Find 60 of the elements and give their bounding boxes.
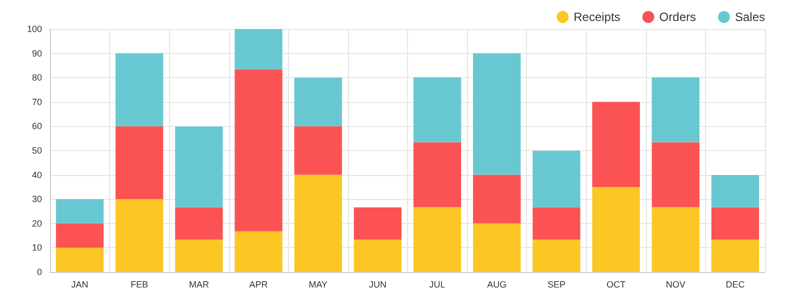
bar: [652, 77, 700, 142]
bar: [294, 174, 342, 272]
bar: [532, 150, 580, 208]
y-tick-label: 90: [32, 48, 42, 58]
bar: [116, 53, 164, 126]
bar: [413, 207, 462, 272]
x-tick-label: AUG: [487, 280, 507, 290]
bar: [473, 174, 521, 224]
x-tick-label: APR: [249, 280, 268, 290]
bar: [234, 69, 282, 232]
bar: [652, 142, 700, 208]
y-tick-label: 100: [26, 24, 42, 34]
x-tick-label: MAY: [308, 280, 328, 290]
bar: [413, 142, 462, 208]
bar: [413, 77, 462, 142]
legend-label: Receipts: [574, 10, 620, 24]
bar: [175, 240, 223, 272]
legend-label: Orders: [659, 10, 696, 24]
x-tick-label: NOV: [666, 280, 686, 290]
bar: [532, 207, 580, 240]
bar: [354, 240, 402, 272]
bar: [56, 248, 104, 272]
y-tick-label: 50: [32, 146, 42, 156]
y-tick-label: 30: [32, 194, 42, 204]
x-tick-label: FEB: [130, 280, 148, 290]
bar: [175, 207, 223, 240]
y-tick-label: 80: [32, 72, 42, 83]
bar: [354, 207, 402, 240]
bar: [294, 78, 342, 126]
bar: [711, 240, 760, 272]
x-tick-label: SEP: [547, 280, 566, 290]
bar: [532, 240, 580, 272]
x-tick-label: MAR: [188, 280, 210, 290]
legend-label: Sales: [734, 10, 766, 24]
bar: [175, 126, 223, 208]
x-tick-label: DEC: [726, 280, 746, 290]
bar: [116, 126, 164, 200]
y-tick-label: 70: [32, 96, 42, 107]
bar: [473, 53, 521, 175]
bar: [116, 199, 164, 272]
y-tick-label: 0: [36, 267, 42, 277]
x-tick-label: OCT: [606, 280, 626, 290]
bar: [234, 231, 282, 272]
bar: [711, 207, 760, 240]
bar: [592, 102, 640, 187]
y-tick-label: 60: [32, 121, 42, 132]
y-tick-label: 10: [32, 242, 42, 253]
bar: [592, 186, 640, 272]
bar: [652, 207, 700, 272]
y-tick-label: 40: [32, 170, 42, 180]
bar: [56, 199, 104, 224]
bar: [294, 126, 342, 175]
x-tick-label: JUN: [368, 280, 386, 290]
bar: [711, 175, 760, 208]
x-tick-label: JAN: [71, 280, 88, 290]
bar: [56, 223, 104, 248]
bar: [234, 29, 282, 70]
bar: [473, 223, 521, 272]
y-tick-label: 20: [32, 218, 42, 228]
x-tick-label: JUL: [429, 280, 446, 290]
